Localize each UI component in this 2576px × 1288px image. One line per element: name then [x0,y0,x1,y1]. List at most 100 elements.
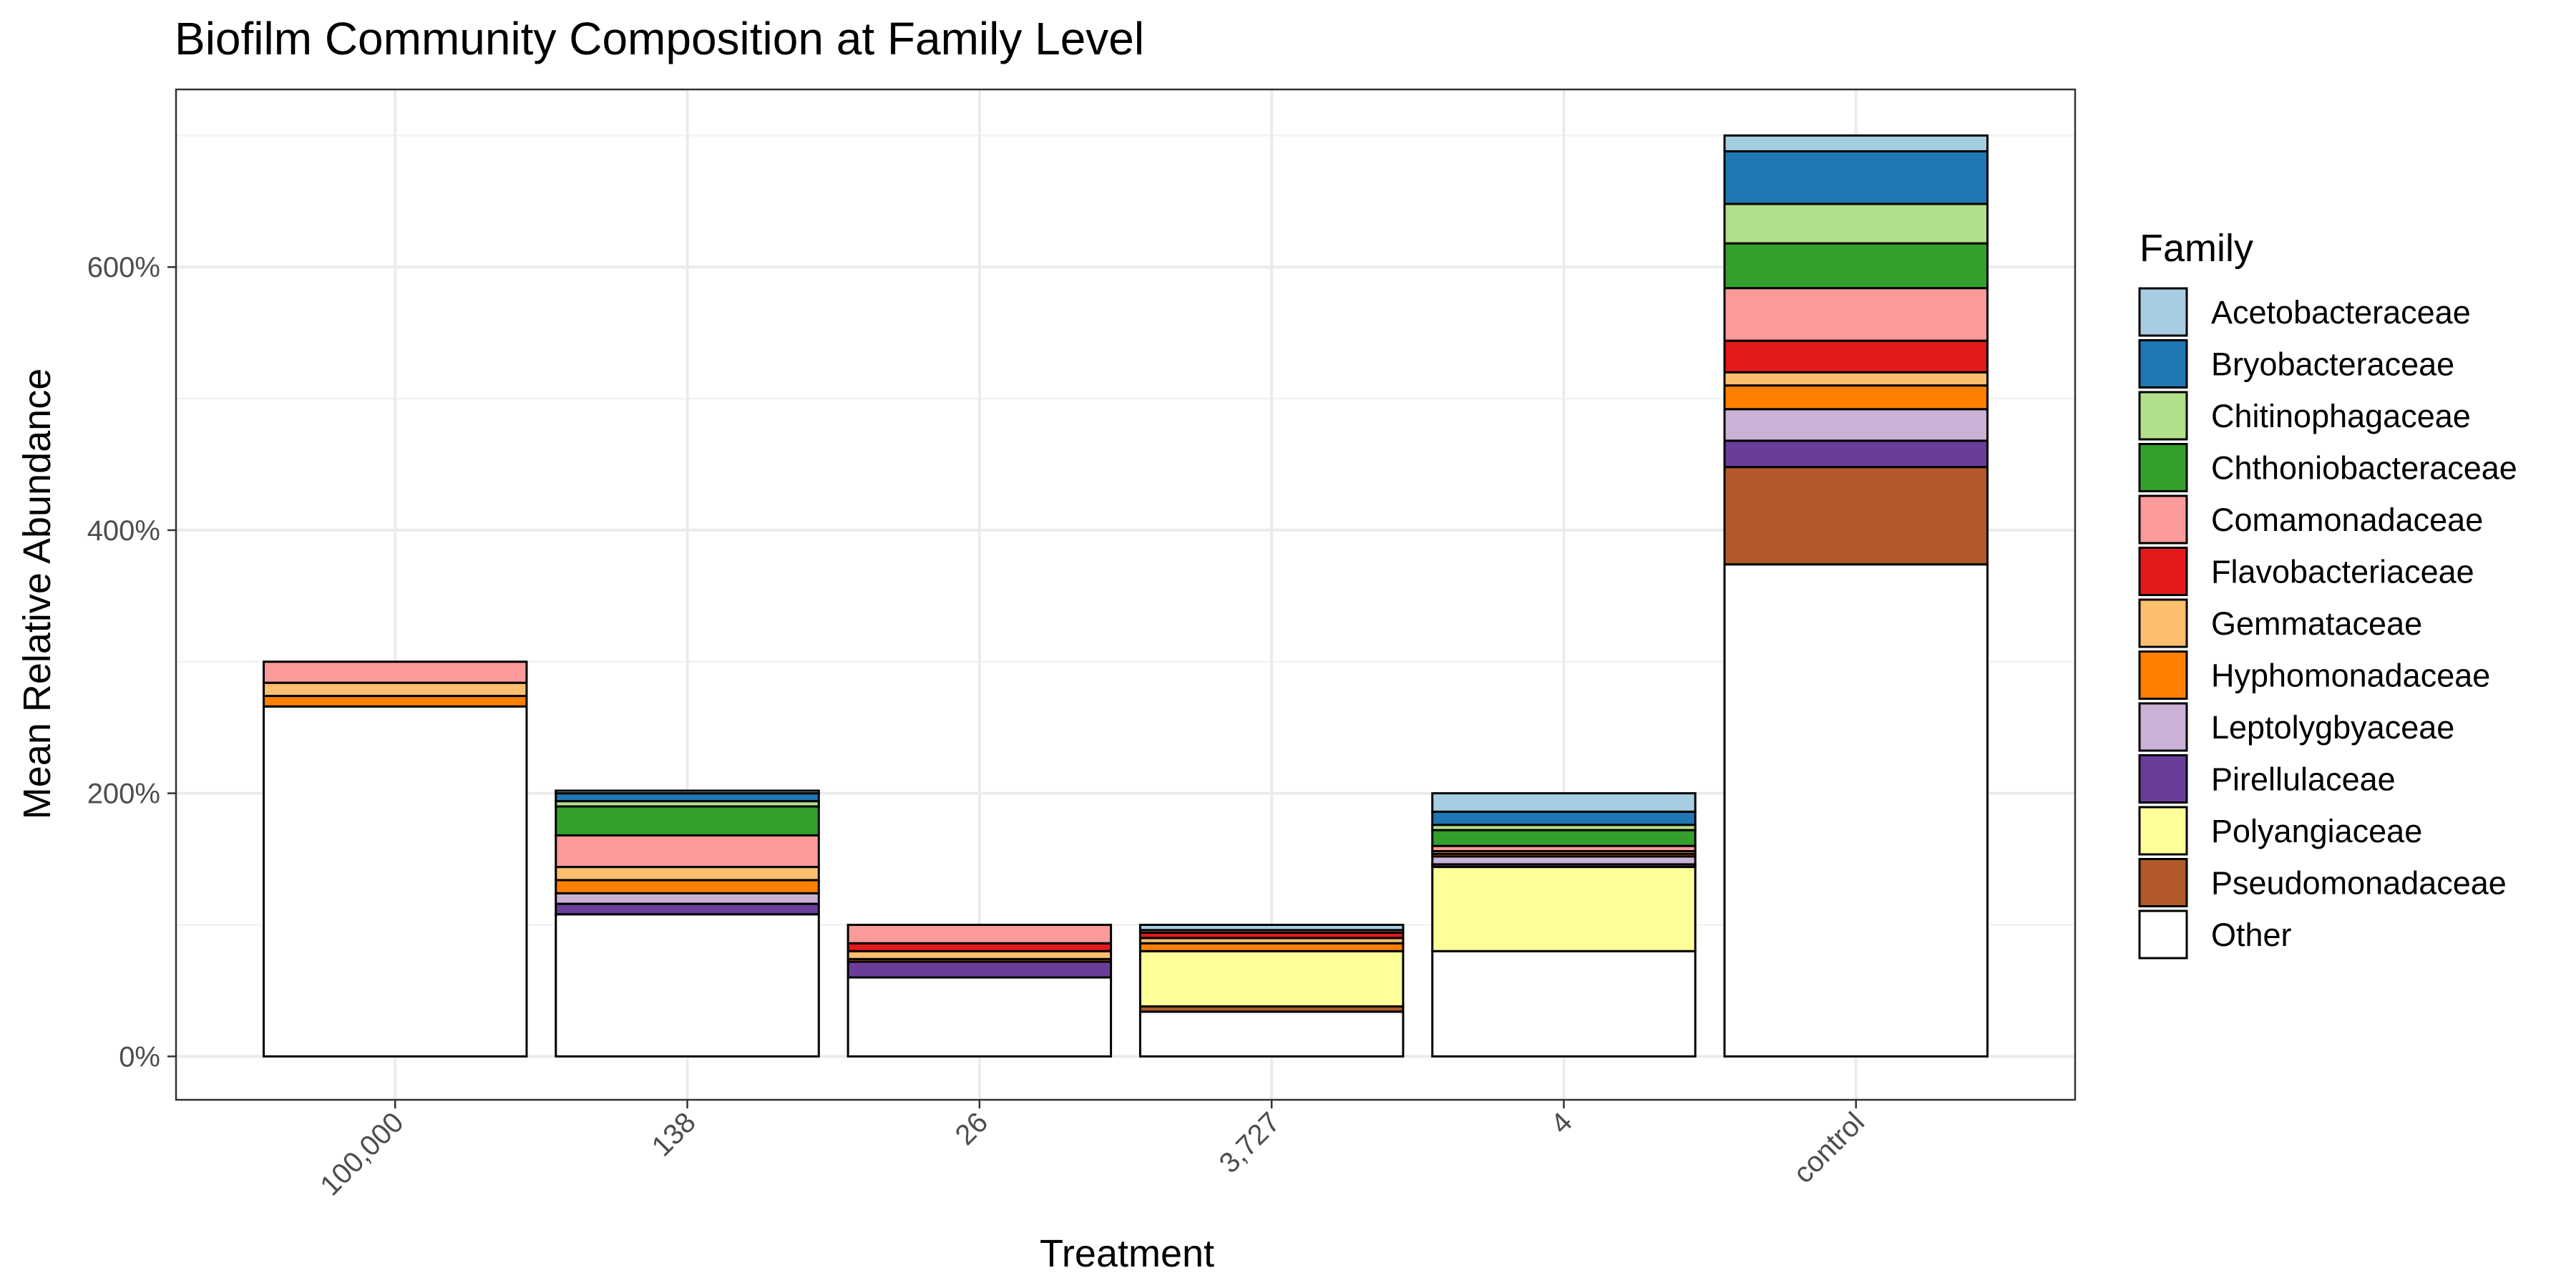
bar-segment [262,681,528,698]
bar-segment [555,805,820,836]
y-axis-title: Mean Relative Abundance [16,369,59,819]
bar-stack-control [1723,134,1989,1058]
legend-item: Bryobacteraceae [2138,339,2454,389]
legend-key [2138,754,2188,804]
y-axis: 0% 200% 400% 600% [87,252,176,1073]
bar-segment [1138,950,1405,1008]
legend-label: Comamonadaceae [2211,502,2483,538]
legend-label: Leptolygbyaceae [2211,709,2454,746]
legend-key [2138,909,2188,960]
bar-segment [555,866,820,882]
legend-label: Acetobacteraceae [2211,294,2471,331]
bar-segment [1431,810,1697,826]
legend-key [2138,702,2188,752]
bar-segment [1723,134,1989,152]
bar-segment [1723,439,1989,469]
x-tick-label: 3,727 [1214,1106,1287,1179]
y-tick-label: 0% [119,1041,160,1073]
legend-key [2138,858,2188,907]
chart-title: Biofilm Community Composition at Family … [175,13,1144,64]
legend-label: Polyangiaceae [2211,813,2422,849]
bar-stack-26 [847,923,1113,1058]
legend-label: Flavobacteriaceae [2211,554,2474,590]
panel-border [175,88,2077,1101]
legend: Family Acetobacteraceae Bryobacteraceae Ch… [2138,227,2517,960]
bar-segment [1431,829,1697,847]
legend-key [2138,547,2188,596]
legend-key [2138,443,2188,492]
legend-label: Other [2211,917,2292,953]
bar-segment [1723,408,1989,442]
bar-segment [555,834,820,869]
x-tick-label: 138 [646,1106,702,1162]
x-tick-label: 100,000 [314,1106,409,1201]
bar-segment [1138,942,1405,952]
bar-segment [1723,287,1989,342]
bar-stack-4 [1431,792,1697,1058]
bar-stack-3,727 [1138,923,1405,1058]
legend-item: Leptolygbyaceae [2138,702,2454,752]
x-axis: 100,000 138 26 3,727 4 control [314,1100,1870,1202]
bar-segment [847,950,1113,960]
legend-title: Family [2140,227,2253,270]
legend-item: Chthoniobacteraceae [2138,443,2517,492]
legend-label: Pseudomonadaceae [2211,865,2507,902]
legend-label: Chthoniobacteraceae [2211,450,2517,487]
x-tick-label: control [1787,1106,1870,1189]
bar-segment [555,879,820,894]
plot-area [175,88,2077,1101]
bar-segment [1138,1010,1405,1058]
legend-item: Hyphomonadaceae [2138,650,2490,700]
bar-segment [847,923,1113,945]
legend-item: Polyangiaceae [2138,806,2422,856]
legend-item: Pseudomonadaceae [2138,858,2507,907]
legend-key [2138,339,2188,389]
bar-segment [1138,923,1405,932]
legend-label: Hyphomonadaceae [2211,658,2490,694]
bar-segment [555,792,820,803]
bar-segment [847,976,1113,1058]
bar-segment [262,705,528,1058]
legend-key [2138,598,2188,648]
bar-segment [1723,371,1989,387]
legend-item: Gemmataceae [2138,598,2422,648]
bar-stack-100,000 [262,660,528,1058]
bar-stacks [262,134,1989,1058]
bar-segment [1431,950,1697,1058]
bar-segment [1723,466,1989,566]
bar-segment [1723,563,1989,1058]
bar-segment [555,789,820,795]
bar-segment [1723,242,1989,290]
legend-key [2138,494,2188,545]
bar-segment [1723,384,1989,411]
legend-label: Gemmataceae [2211,605,2422,642]
legend-key [2138,391,2188,441]
x-tick-label: 4 [1545,1106,1579,1140]
bar-segment [847,942,1113,952]
y-tick-label: 400% [87,515,160,547]
y-tick-label: 200% [87,779,160,810]
legend-key [2138,650,2188,700]
bar-segment [1431,792,1697,813]
legend-item: Other [2138,909,2292,960]
legend-key [2138,287,2188,337]
legend-label: Pirellulaceae [2211,761,2396,798]
legend-item: Pirellulaceae [2138,754,2396,804]
bar-stack-138 [555,789,820,1058]
x-tick-label: 26 [950,1106,995,1151]
bar-segment [262,695,528,708]
bar-segment [555,913,820,1058]
legend-item: Acetobacteraceae [2138,287,2471,337]
bar-segment [262,660,528,684]
bar-segment [1723,150,1989,205]
legend-key [2138,806,2188,856]
bar-segment [847,960,1113,979]
bar-segment [1723,203,1989,245]
legend-item: Flavobacteriaceae [2138,547,2474,596]
bar-segment [1431,866,1697,952]
bar-segment [1431,855,1697,866]
x-axis-title: Treatment [1040,1232,1214,1275]
bar-segment [555,902,820,916]
bar-segment [1723,339,1989,374]
